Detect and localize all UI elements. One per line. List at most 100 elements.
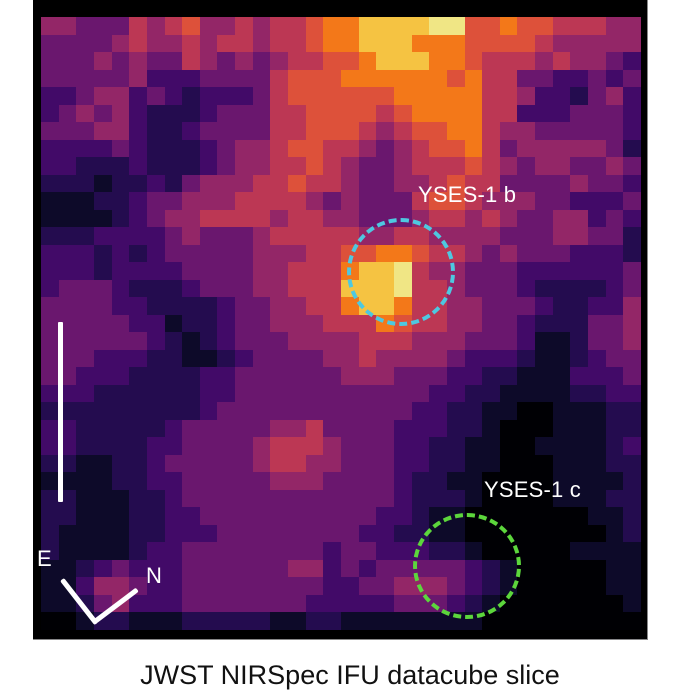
pixel-cell — [499, 69, 518, 88]
pixel-cell — [429, 402, 447, 420]
pixel-cell — [323, 384, 341, 403]
pixel-cell — [588, 227, 606, 245]
pixel-cell — [482, 34, 500, 53]
pixel-cell — [376, 52, 394, 70]
pixel-cell — [499, 489, 518, 508]
pixel-cell — [111, 384, 130, 403]
pixel-cell — [464, 34, 483, 53]
pixel-cell — [340, 349, 359, 368]
pixel-cell — [429, 367, 447, 385]
pixel-cell — [464, 489, 483, 508]
pixel-cell — [164, 262, 183, 280]
pixel-cell — [182, 17, 200, 35]
pixel-cell — [270, 262, 289, 280]
pixel-cell — [570, 244, 589, 263]
pixel-cell — [623, 489, 641, 508]
pixel-cell — [411, 472, 430, 490]
pixel-cell — [552, 559, 571, 578]
pixel-cell — [93, 122, 112, 140]
pixel-cell — [605, 472, 624, 490]
pixel-cell — [235, 594, 253, 613]
pixel-cell — [93, 454, 112, 473]
pixel-cell — [517, 297, 536, 315]
pixel-cell — [129, 279, 147, 298]
pixel-cell — [358, 17, 377, 35]
pixel-cell — [446, 367, 465, 385]
pixel-cell — [305, 34, 324, 53]
pixel-cell — [499, 297, 518, 315]
pixel-cell — [376, 542, 394, 560]
pixel-cell — [76, 332, 94, 350]
pixel-cell — [376, 122, 394, 140]
pixel-cell — [164, 332, 183, 350]
pixel-cell — [464, 244, 483, 263]
pixel-cell — [199, 332, 218, 350]
pixel-cell — [464, 402, 483, 420]
pixel-cell — [376, 384, 394, 403]
pixel-cell — [182, 367, 200, 385]
pixel-cell — [252, 489, 271, 508]
pixel-cell — [411, 174, 430, 193]
pixel-cell — [182, 559, 200, 578]
pixel-cell — [323, 104, 341, 123]
pixel-cell — [464, 87, 483, 105]
pixel-cell — [482, 262, 500, 280]
pixel-cell — [270, 34, 289, 53]
pixel-cell — [305, 192, 324, 210]
pixel-cell — [517, 594, 536, 613]
pixel-cell — [588, 349, 606, 368]
pixel-cell — [340, 577, 359, 595]
pixel-cell — [146, 367, 165, 385]
pixel-cell — [446, 349, 465, 368]
pixel-cell — [217, 594, 236, 613]
pixel-cell — [446, 314, 465, 333]
pixel-cell — [270, 244, 289, 263]
pixel-cell — [446, 384, 465, 403]
pixel-cell — [41, 209, 59, 228]
pixel-cell — [288, 297, 306, 315]
pixel-cell — [288, 454, 306, 473]
pixel-cell — [393, 594, 412, 613]
pixel-cell — [464, 367, 483, 385]
pixel-cell — [411, 17, 430, 35]
pixel-cell — [199, 34, 218, 53]
pixel-cell — [323, 612, 341, 630]
pixel-cell — [235, 507, 253, 525]
pixel-cell — [376, 577, 394, 595]
pixel-cell — [146, 419, 165, 438]
pixel-cell — [252, 279, 271, 298]
pixel-cell — [305, 437, 324, 455]
pixel-cell — [41, 489, 59, 508]
pixel-cell — [58, 139, 77, 158]
pixel-cell — [464, 174, 483, 193]
pixel-cell — [605, 332, 624, 350]
pixel-cell — [270, 524, 289, 543]
pixel-cell — [252, 559, 271, 578]
pixel-cell — [340, 437, 359, 455]
pixel-cell — [111, 419, 130, 438]
pixel-cell — [270, 227, 289, 245]
pixel-cell — [93, 332, 112, 350]
pixel-cell — [129, 262, 147, 280]
pixel-cell — [217, 192, 236, 210]
pixel-cell — [570, 122, 589, 140]
pixel-cell — [111, 122, 130, 140]
pixel-cell — [605, 209, 624, 228]
pixel-cell — [535, 577, 553, 595]
pixel-cell — [535, 192, 553, 210]
pixel-cell — [270, 104, 289, 123]
pixel-cell — [93, 507, 112, 525]
pixel-cell — [482, 332, 500, 350]
pixel-cell — [111, 157, 130, 175]
pixel-cell — [164, 244, 183, 263]
pixel-cell — [58, 297, 77, 315]
pixel-cell — [252, 542, 271, 560]
pixel-cell — [605, 139, 624, 158]
pixel-cell — [288, 612, 306, 630]
pixel-cell — [358, 69, 377, 88]
pixel-cell — [270, 192, 289, 210]
pixel-cell — [623, 157, 641, 175]
pixel-cell — [429, 332, 447, 350]
pixel-cell — [41, 349, 59, 368]
pixel-cell — [217, 87, 236, 105]
